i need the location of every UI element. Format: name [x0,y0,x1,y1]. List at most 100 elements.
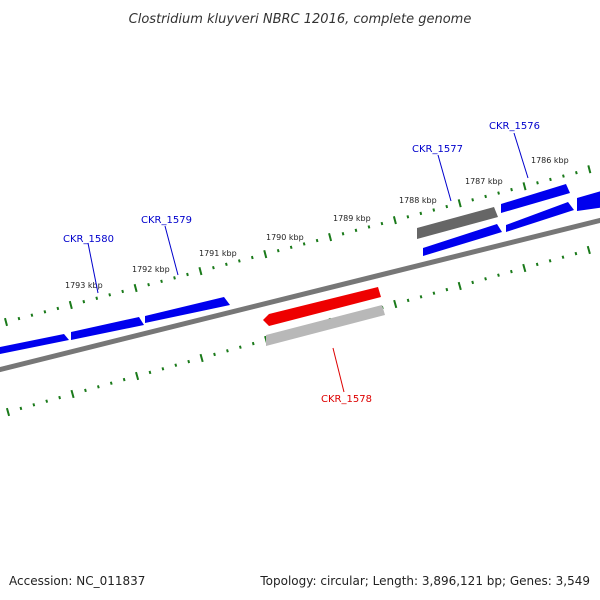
tick-mark [367,225,371,229]
tick-mark [108,293,112,297]
gene-arrow[interactable] [501,184,570,213]
tick-mark [84,388,87,393]
tick-mark [82,299,86,304]
tick-mark [445,204,449,209]
tick-mark [510,187,513,192]
tick-mark [432,291,436,295]
tick-mark [380,221,384,226]
tick-mark [276,249,280,253]
tick-mark [548,259,552,263]
tick-label-1792: 1792 kbp [132,265,170,274]
tick-mark [562,174,565,178]
tick-mark [392,216,397,225]
tick-mark [122,377,126,382]
tick-label-1789: 1789 kbp [333,214,371,223]
tick-label-1793: 1793 kbp [65,281,103,290]
gene-arrow[interactable] [0,334,69,355]
tick-mark [225,262,228,267]
tick-mark [68,300,73,310]
tick-label-1790: 1790 kbp [266,233,304,242]
gene-arrow[interactable] [145,297,230,323]
tick-label-1791: 1791 kbp [199,249,237,258]
tick-mark [549,177,552,182]
tick-mark [419,295,423,299]
tick-mark [147,282,150,287]
tick-mark [457,281,462,291]
tick-mark [522,182,527,191]
tick-mark [161,367,165,371]
gene-arrow[interactable] [423,224,502,256]
outer-tick-track [4,165,592,327]
callout-line [513,132,529,179]
tick-mark [510,269,513,274]
gene-label-ckr-1578: CKR_1578 [321,394,372,405]
tick-mark [445,287,449,292]
tick-mark [354,228,358,233]
tick-mark [484,277,487,281]
tick-mark [187,359,191,364]
tick-mark [536,181,539,185]
gene-arrow[interactable] [577,190,600,211]
tick-mark [341,232,345,236]
tick-label-1786: 1786 kbp [531,156,569,165]
tick-mark [471,198,475,202]
tick-mark [19,406,23,411]
tick-mark [471,280,475,285]
tick-mark [109,381,113,385]
tick-mark [586,245,591,255]
tick-mark [135,371,140,381]
tick-mark [17,316,21,321]
gene-label-ckr-1576: CKR_1576 [489,121,540,132]
genome-summary-text: Topology: circular; Length: 3,896,121 bp… [260,574,590,588]
tick-mark [289,245,293,250]
tick-mark [95,296,99,300]
tick-mark [56,306,60,311]
tick-mark [45,399,49,403]
tick-mark [32,403,36,407]
tick-mark [70,389,75,399]
tick-mark [575,170,578,175]
tick-mark [213,352,216,357]
callout-line [87,242,99,294]
tick-mark [237,259,241,263]
tick-mark [497,273,500,277]
tick-mark [250,255,254,260]
gene-arrow[interactable] [71,317,144,340]
callout-line [437,154,452,202]
tick-mark [328,233,333,242]
tick-mark [561,255,565,259]
gene-label-ckr-1577: CKR_1577 [412,144,463,155]
tick-mark [315,238,319,243]
gene-arrow[interactable] [506,202,574,232]
gene-arrow-highlight[interactable] [263,287,381,326]
tick-mark [4,317,8,327]
gene-label-ckr-1580: CKR_1580 [63,234,114,245]
gene-label-ckr-1579: CKR_1579 [141,215,192,226]
callout-line [332,347,345,393]
tick-label-1787: 1787 kbp [465,177,503,186]
map-title: Clostridium kluyveri NBRC 12016, complet… [129,12,472,27]
tick-mark [43,310,47,314]
tick-label-1788: 1788 kbp [399,196,437,205]
tick-mark [226,349,229,353]
tick-mark [186,272,189,277]
tick-mark [238,345,242,349]
gene-arrow-light-grey[interactable] [266,305,385,346]
tick-mark [96,385,100,389]
tick-mark [406,215,410,219]
tick-mark [419,211,423,216]
tick-mark [484,194,487,199]
tick-mark [457,199,462,208]
tick-mark [173,276,176,280]
tick-mark [121,289,125,294]
tick-mark [535,262,539,267]
tick-mark [148,370,152,375]
tick-mark [497,191,500,195]
tick-mark [174,363,178,367]
gene-arrow-grey[interactable] [417,207,498,239]
tick-mark [393,299,398,309]
tick-mark [5,407,11,417]
tick-mark [212,265,215,270]
tick-mark [522,263,527,273]
